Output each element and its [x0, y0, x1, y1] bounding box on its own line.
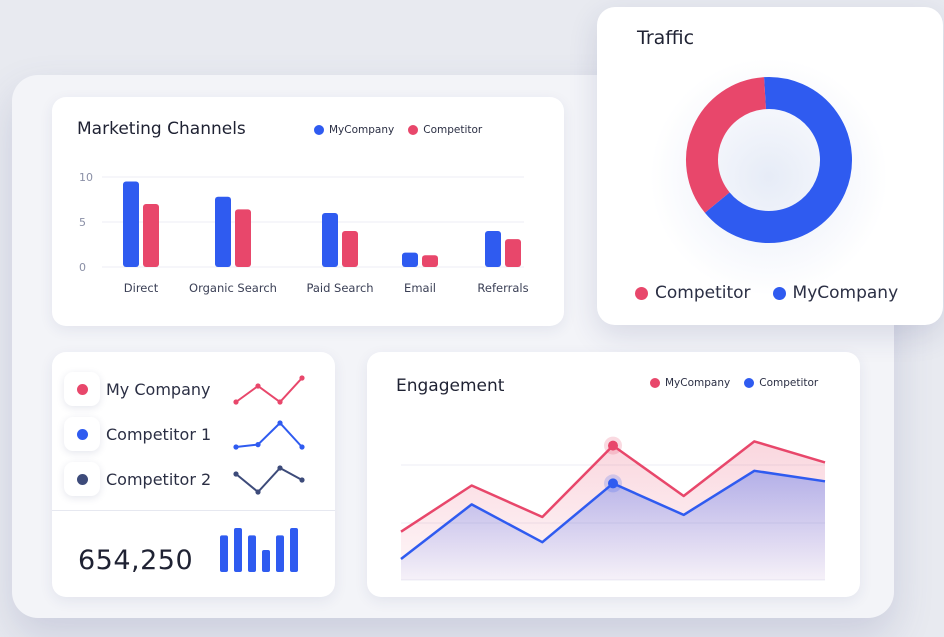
traffic-legend: Competitor MyCompany: [635, 283, 898, 303]
sparkline-point: [299, 444, 305, 450]
sparkline-point: [277, 399, 283, 405]
area-fill-competitor: [401, 470, 825, 580]
sparkline-my-company: [233, 375, 305, 405]
sparkline-point: [233, 399, 239, 405]
companies-divider: [52, 510, 335, 511]
x-tick-label: Direct: [124, 281, 159, 295]
company-dot: [76, 473, 88, 485]
mini-bar: [262, 550, 270, 572]
traffic-donut-chart: [686, 77, 852, 243]
marketing-channels-card: Marketing Channels MyCompany Competitor …: [52, 97, 564, 326]
sparkline-point: [233, 444, 239, 450]
mini-bar-chart: [220, 528, 298, 572]
highlight-point-competitor[interactable]: [608, 478, 618, 489]
sparkline-line: [235, 466, 303, 494]
engagement-legend: MyCompany Competitor: [650, 377, 818, 389]
traffic-title: Traffic: [637, 27, 695, 49]
bar-mycompany-email[interactable]: [402, 252, 418, 267]
sparkline-point: [255, 442, 261, 448]
bar-competitor-paid-search[interactable]: [342, 231, 358, 267]
sparkline-point: [255, 383, 261, 389]
mini-bar: [248, 535, 256, 572]
x-tick-label: Paid Search: [306, 281, 373, 295]
x-tick-label: Email: [404, 281, 436, 295]
bar-competitor-direct[interactable]: [143, 204, 159, 267]
company-badge: [64, 462, 100, 496]
company-row-my-company[interactable]: My Company: [64, 372, 324, 408]
x-tick-label: Organic Search: [189, 281, 277, 295]
company-label: Competitor 2: [106, 470, 212, 489]
company-badge: [64, 417, 100, 451]
bar-mycompany-referrals[interactable]: [485, 231, 501, 267]
mini-bar: [234, 528, 242, 572]
mini-bar: [290, 528, 298, 572]
bar-competitor-referrals[interactable]: [505, 239, 521, 267]
marketing-bar-chart: 0 5 10 Direct Organic Search Paid Search Email…: [79, 171, 529, 295]
marketing-title: Marketing Channels: [77, 119, 246, 139]
company-row-competitor-2[interactable]: Competitor 2: [64, 462, 324, 498]
sparkline-line: [235, 421, 303, 448]
traffic-legend-dot-mycompany: [772, 286, 786, 300]
company-label: Competitor 1: [106, 425, 212, 444]
sparkline-line: [235, 377, 303, 404]
total-count: 654,250: [78, 545, 194, 576]
bar-mycompany-direct[interactable]: [123, 181, 139, 268]
company-badge: [64, 372, 100, 406]
company-dot: [76, 383, 88, 395]
y-tick-label: 0: [79, 261, 86, 274]
engagement-legend-dot-competitor: [744, 378, 755, 388]
legend-dot-competitor: [408, 125, 419, 135]
traffic-legend-dot-competitor: [635, 286, 648, 300]
mini-bar: [220, 535, 228, 572]
legend-label-competitor: Competitor: [423, 124, 483, 136]
sparkline-point: [299, 375, 305, 381]
sparkline-competitor-1: [233, 420, 305, 450]
engagement-legend-competitor: Competitor: [744, 377, 818, 389]
bar-mycompany-paid-search[interactable]: [322, 213, 338, 267]
bar-mycompany-organic-search[interactable]: [215, 196, 231, 267]
company-dot: [76, 428, 88, 440]
traffic-legend-label-mycompany: MyCompany: [792, 283, 899, 303]
engagement-area-chart: [400, 436, 826, 581]
sparkline-point: [299, 477, 305, 483]
legend-dot-mycompany: [314, 125, 324, 135]
legend-label-mycompany: MyCompany: [329, 124, 395, 136]
highlight-point-mycompany[interactable]: [608, 440, 618, 451]
traffic-legend-mycompany: MyCompany: [772, 283, 899, 303]
sparkline-competitor-2: [233, 465, 305, 495]
y-tick-label: 10: [79, 171, 93, 184]
traffic-legend-competitor: Competitor: [635, 283, 751, 303]
company-row-competitor-1[interactable]: Competitor 1: [64, 417, 324, 453]
bar-competitor-email[interactable]: [422, 255, 438, 267]
marketing-legend: MyCompany Competitor: [314, 124, 482, 136]
companies-card: My Company Competitor 1 Competitor 2 654…: [52, 352, 335, 597]
legend-item-competitor: Competitor: [408, 124, 482, 136]
sparkline-point: [233, 471, 239, 477]
traffic-card: Traffic Competitor MyCompany: [597, 7, 943, 325]
bar-competitor-organic-search[interactable]: [235, 209, 251, 267]
donut-slice-mycompany[interactable]: [704, 77, 852, 243]
company-label: My Company: [106, 380, 211, 399]
sparkline-point: [277, 420, 283, 426]
sparkline-point: [255, 489, 261, 495]
sparkline-point: [277, 465, 283, 471]
engagement-title: Engagement: [396, 376, 505, 396]
donut-slice-competitor[interactable]: [686, 77, 767, 213]
traffic-legend-label-competitor: Competitor: [655, 283, 751, 303]
mini-bar: [276, 535, 284, 572]
legend-item-mycompany: MyCompany: [314, 124, 394, 136]
x-tick-label: Referrals: [477, 281, 528, 295]
y-tick-label: 5: [79, 216, 86, 229]
engagement-legend-label-competitor: Competitor: [759, 377, 819, 389]
engagement-legend-label-mycompany: MyCompany: [665, 377, 731, 389]
engagement-legend-mycompany: MyCompany: [650, 377, 730, 389]
engagement-card: Engagement MyCompany Competitor: [367, 352, 860, 597]
engagement-legend-dot-mycompany: [650, 378, 660, 388]
